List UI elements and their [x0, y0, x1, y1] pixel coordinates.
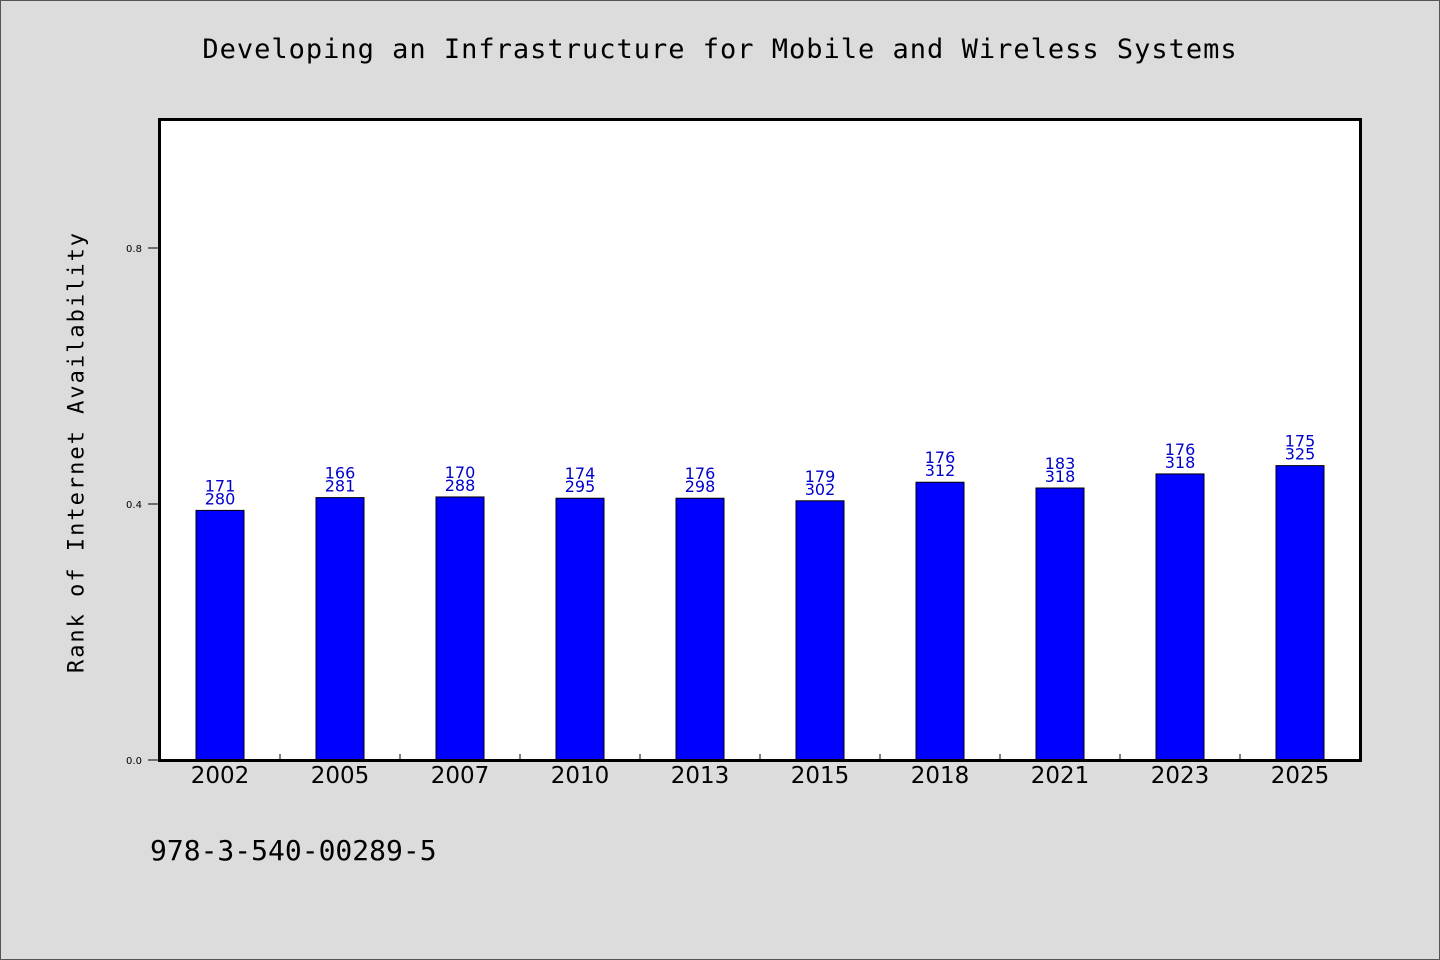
- bar-label-top: 170: [445, 463, 476, 482]
- bar: [195, 509, 245, 761]
- bar: [1035, 487, 1085, 761]
- bar-label-bottom: 288: [445, 476, 476, 495]
- x-tick-label: 2018: [911, 763, 970, 789]
- bar: [675, 497, 725, 761]
- bar: [795, 500, 845, 761]
- bar-label-top: 176: [925, 448, 956, 467]
- chart-title: Developing an Infrastructure for Mobile …: [202, 34, 1238, 65]
- bar-label-top: 183: [1045, 454, 1076, 473]
- x-tick-label: 2021: [1031, 763, 1090, 789]
- bar: [915, 481, 965, 761]
- bar: [1275, 465, 1325, 761]
- y-tick-label: 0.0: [126, 756, 142, 767]
- bars-layer: [195, 465, 1325, 761]
- bar: [435, 496, 485, 761]
- x-tick-label: 2023: [1151, 763, 1210, 789]
- bar-label-bottom: 325: [1285, 445, 1316, 464]
- bar-label-bottom: 318: [1165, 453, 1196, 472]
- bar-label-top: 176: [1165, 440, 1196, 459]
- plot-border: [158, 118, 1362, 762]
- bar-label-top: 174: [565, 464, 596, 483]
- y-tick-label: 0.4: [126, 500, 142, 511]
- x-tick-label: 2007: [431, 763, 490, 789]
- bar: [1155, 473, 1205, 761]
- bar-label-bottom: 295: [565, 477, 596, 496]
- x-tick-label: 2025: [1271, 763, 1330, 789]
- bar-label-bottom: 281: [325, 477, 356, 496]
- bar-label-top: 175: [1285, 432, 1316, 451]
- bar-label-bottom: 318: [1045, 467, 1076, 486]
- bar: [315, 497, 365, 761]
- isbn-label: 978-3-540-00289-5: [150, 834, 437, 867]
- bar-label-bottom: 280: [205, 489, 236, 508]
- bar: [555, 497, 605, 761]
- x-tick-label: 2005: [311, 763, 370, 789]
- bar-label-bottom: 298: [685, 477, 716, 496]
- bar-label-top: 166: [325, 464, 356, 483]
- bar-label-top: 171: [205, 476, 236, 495]
- y-tick-label: 0.8: [126, 244, 142, 255]
- x-tick-label: 2015: [791, 763, 850, 789]
- x-tick-label: 2002: [191, 763, 250, 789]
- bar-label-top: 179: [805, 467, 836, 486]
- x-tick-label: 2013: [671, 763, 730, 789]
- bar-label-bottom: 302: [805, 480, 836, 499]
- x-tick-label: 2010: [551, 763, 610, 789]
- bar-label-top: 176: [685, 464, 716, 483]
- bar-label-bottom: 312: [925, 461, 956, 480]
